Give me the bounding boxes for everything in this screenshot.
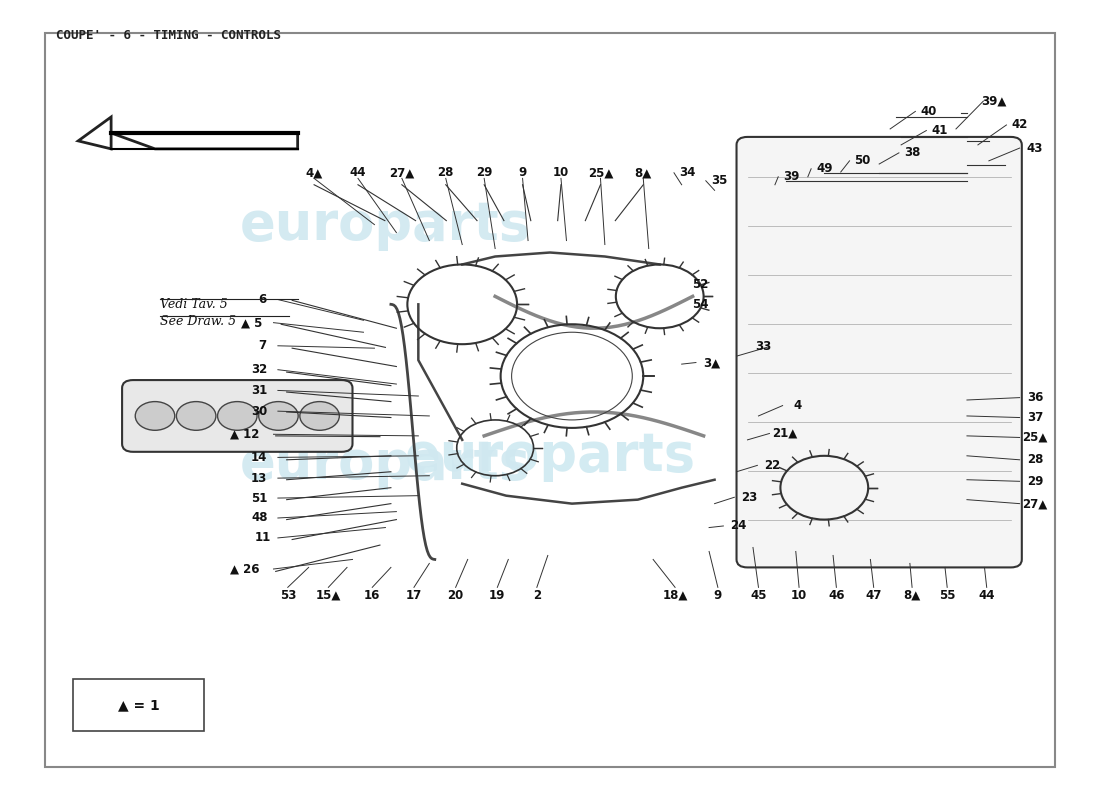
Circle shape [176,402,216,430]
Text: 29: 29 [1026,475,1043,488]
Text: 27▲: 27▲ [1022,497,1047,510]
Text: 10: 10 [791,589,807,602]
Text: 34: 34 [679,166,695,179]
Text: europarts: europarts [405,430,695,482]
Text: ▲ 26: ▲ 26 [230,562,260,575]
Text: 8▲: 8▲ [903,589,921,602]
Text: 9: 9 [518,166,527,179]
Text: 7: 7 [258,339,266,352]
Text: 3▲: 3▲ [703,356,719,369]
Text: 49: 49 [816,162,833,175]
Text: ▲ 12: ▲ 12 [230,428,260,441]
Circle shape [300,402,339,430]
Text: 9: 9 [714,589,722,602]
Text: 2: 2 [532,589,541,602]
FancyBboxPatch shape [737,137,1022,567]
Text: 25▲: 25▲ [587,166,613,179]
Text: 15▲: 15▲ [316,589,341,602]
Polygon shape [78,117,111,149]
Circle shape [218,402,257,430]
Text: 17: 17 [406,589,422,602]
Text: 18▲: 18▲ [662,589,688,602]
Text: 24: 24 [730,519,747,533]
Text: 44: 44 [350,166,366,179]
Text: 25▲: 25▲ [1022,431,1047,444]
Text: 10: 10 [553,166,569,179]
FancyBboxPatch shape [122,380,352,452]
Text: 27▲: 27▲ [389,166,415,179]
Text: 37: 37 [1026,411,1043,424]
Text: 43: 43 [1026,142,1043,154]
Text: europarts: europarts [240,198,531,250]
Text: 41: 41 [932,124,948,137]
Text: 40: 40 [921,105,937,118]
Text: 11: 11 [254,531,271,545]
Text: 35: 35 [711,174,727,187]
Text: 44: 44 [978,589,994,602]
Text: 22: 22 [764,459,781,472]
Text: 48: 48 [251,511,267,525]
Text: 52: 52 [692,278,708,291]
Text: 19: 19 [490,589,506,602]
Text: 8▲: 8▲ [635,166,652,179]
Text: 6: 6 [258,293,266,306]
Text: 51: 51 [251,491,267,505]
Text: 42: 42 [1011,118,1027,131]
Text: 46: 46 [828,589,845,602]
Text: 14: 14 [251,451,267,464]
Text: 39▲: 39▲ [981,94,1008,107]
Text: 4▲: 4▲ [306,166,322,179]
Text: 32: 32 [251,363,267,376]
Text: 45: 45 [750,589,767,602]
Text: 4: 4 [794,399,802,412]
Text: 20: 20 [448,589,464,602]
Text: 47: 47 [866,589,882,602]
Text: 33: 33 [755,340,771,353]
Text: 55: 55 [939,589,956,602]
Text: 36: 36 [1026,391,1043,404]
Text: 29: 29 [476,166,493,179]
Text: ▲ 5: ▲ 5 [241,316,262,329]
Text: 28: 28 [438,166,454,179]
Circle shape [258,402,298,430]
Text: COUPE' - 6 - TIMING - CONTROLS: COUPE' - 6 - TIMING - CONTROLS [56,30,282,42]
Text: 31: 31 [251,384,267,397]
Text: 13: 13 [251,472,267,485]
Circle shape [135,402,175,430]
Text: 23: 23 [741,490,758,504]
Text: Vedi Tav. 5: Vedi Tav. 5 [161,298,228,311]
Text: 50: 50 [855,154,871,167]
Text: ▲ = 1: ▲ = 1 [118,698,160,712]
Text: 39: 39 [783,170,800,183]
Text: europarts: europarts [240,438,531,490]
Text: 16: 16 [364,589,381,602]
Text: See Draw. 5: See Draw. 5 [161,315,236,328]
Text: 28: 28 [1026,454,1043,466]
Text: 21▲: 21▲ [772,427,798,440]
FancyBboxPatch shape [73,679,205,731]
Text: 30: 30 [251,405,267,418]
Text: 38: 38 [904,146,921,159]
Polygon shape [111,133,298,149]
Text: 54: 54 [692,298,708,311]
Text: 53: 53 [279,589,296,602]
